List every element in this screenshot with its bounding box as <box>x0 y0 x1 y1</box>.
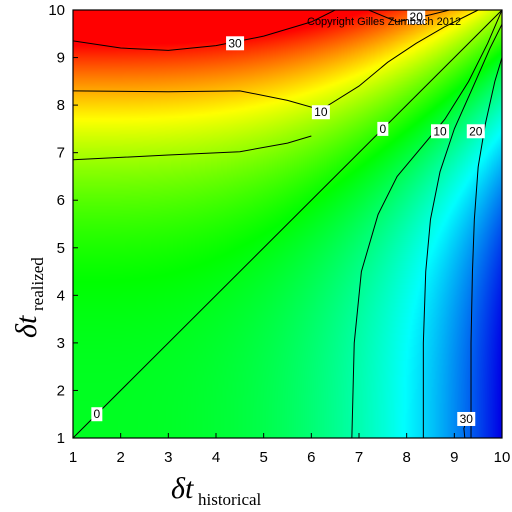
contour-label: 10 <box>311 105 330 120</box>
y-axis-label-main: δt <box>10 315 43 338</box>
contour-line-0 <box>73 10 502 438</box>
contour-label: 0 <box>377 121 389 136</box>
x-axis-label: δt historical <box>171 472 262 509</box>
contour-label: 0 <box>91 407 103 422</box>
copyright-annotation: Copyright Gilles Zumbach 2012 <box>307 16 461 28</box>
contour-label-background <box>457 411 476 426</box>
x-tick-label: 3 <box>164 449 172 466</box>
y-axis-label-subscript: realized <box>28 257 47 311</box>
contour-label: 10 <box>431 124 450 139</box>
contour-label-background <box>226 36 245 51</box>
x-tick-label: 9 <box>450 449 458 466</box>
x-tick-label: 1 <box>69 449 77 466</box>
contour-label-background <box>377 121 389 136</box>
contour-label: 20 <box>466 124 485 139</box>
y-tick-label: 7 <box>57 145 65 162</box>
contour-label: 30 <box>457 411 476 426</box>
contour-label-text: 30 <box>228 36 242 50</box>
contour-label: 20 <box>407 10 426 25</box>
y-tick-label: 9 <box>57 50 65 67</box>
contour-label-text: 30 <box>460 412 474 426</box>
x-tick-label: 4 <box>212 449 220 466</box>
contour-line-10 <box>73 10 479 111</box>
y-axis: 1 2 3 4 5 6 7 8 9 10 <box>48 2 78 447</box>
y-tick-label: 3 <box>57 335 65 352</box>
x-tick-label: 7 <box>355 449 363 466</box>
y-axis-label: δt realized <box>10 257 47 338</box>
contour-label-text: 0 <box>379 122 386 136</box>
contour-label-background <box>407 10 426 25</box>
contour-lines <box>73 10 502 438</box>
y-tick-label: 6 <box>57 192 65 209</box>
x-axis: 1 2 3 4 5 6 7 8 9 10 <box>69 433 511 466</box>
x-tick-label: 5 <box>259 449 267 466</box>
contour-label-background <box>311 105 330 120</box>
y-tick-label: 10 <box>48 2 65 19</box>
contour-line-neg10 <box>422 24 502 438</box>
y-tick-label: 8 <box>57 97 65 114</box>
contour-labels: 30 20 10 0 10 20 30 0 <box>91 10 485 426</box>
contour-label-text: 20 <box>469 124 483 138</box>
contour-label-background <box>91 407 103 422</box>
x-tick-label: 8 <box>402 449 410 466</box>
contour-label-text: 10 <box>314 105 328 119</box>
contour-label-background <box>466 124 485 139</box>
y-tick-label: 4 <box>57 287 65 304</box>
y-tick-label: 1 <box>57 430 65 447</box>
plot-frame <box>72 9 503 439</box>
contour-label-text: 10 <box>433 124 447 138</box>
y-tick-label: 5 <box>57 240 65 257</box>
contour-label-background <box>431 124 450 139</box>
contour-line-30 <box>73 10 336 51</box>
contour-label-text: 0 <box>93 407 100 421</box>
x-axis-label-main: δt <box>171 472 194 505</box>
x-tick-label: 2 <box>116 449 124 466</box>
contour-line-10 <box>73 135 312 161</box>
contour-line-0 <box>351 10 502 438</box>
y-tick-label: 2 <box>57 382 65 399</box>
x-axis-label-subscript: historical <box>198 490 262 509</box>
contour-line-neg20 <box>470 57 502 438</box>
contour-label: 30 <box>226 36 245 51</box>
x-tick-label: 10 <box>494 449 511 466</box>
contour-label-text: 20 <box>410 10 424 24</box>
x-tick-label: 6 <box>307 449 315 466</box>
